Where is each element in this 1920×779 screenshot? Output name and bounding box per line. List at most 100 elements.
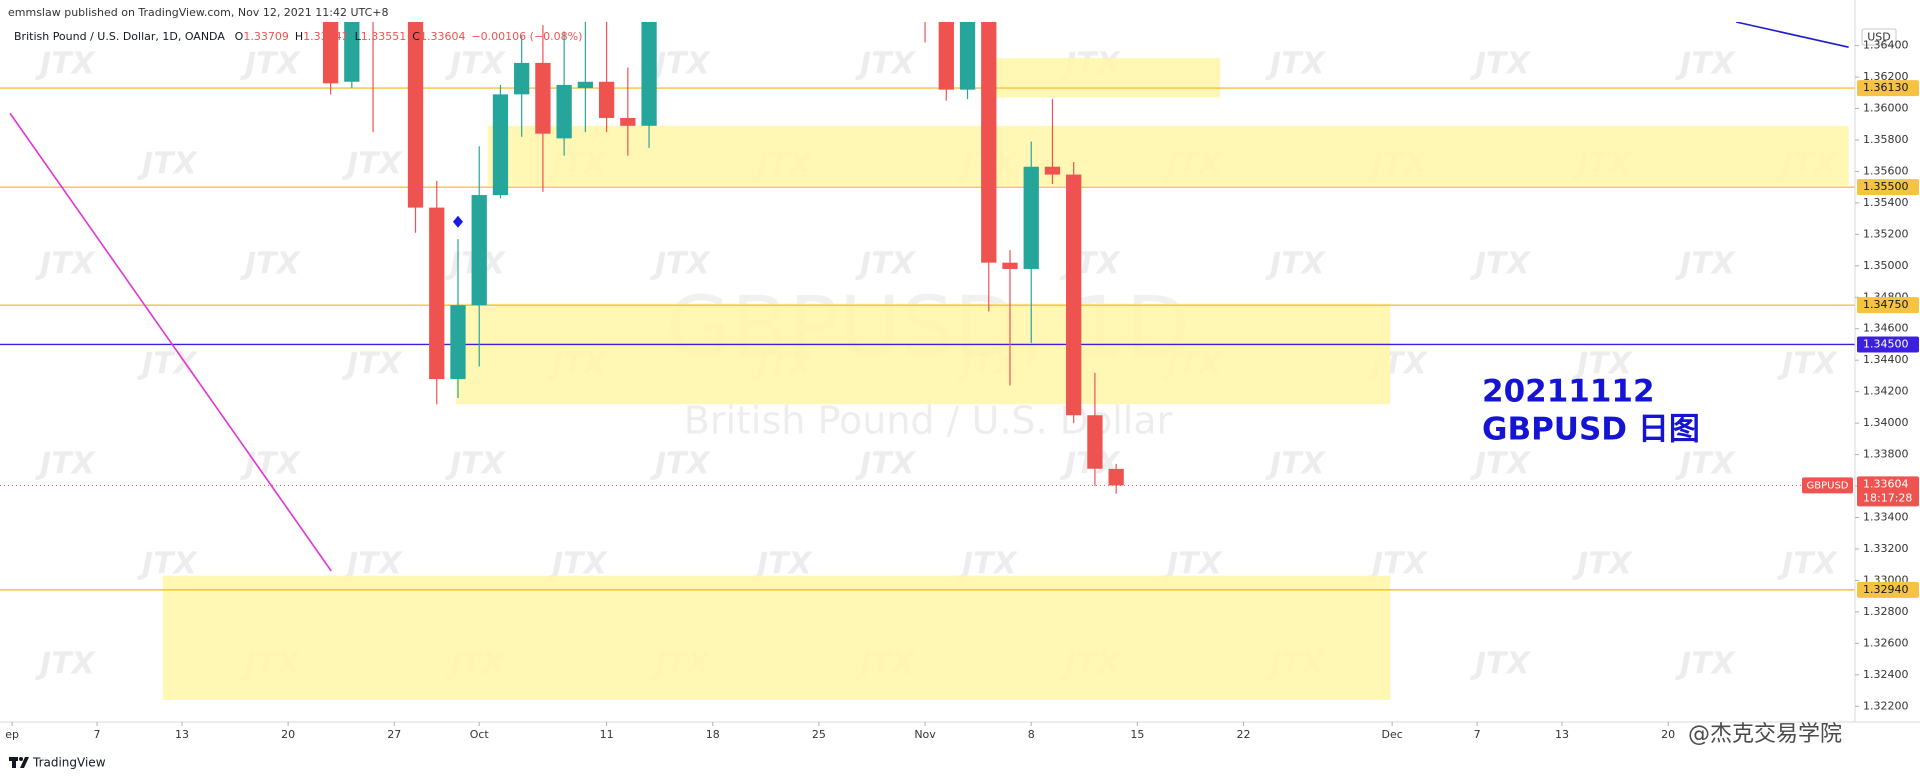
watermark: JTX [445, 47, 507, 82]
watermark: JTX [1572, 547, 1634, 582]
candle-body [1002, 262, 1018, 269]
x-tick-label: 7 [94, 728, 101, 741]
y-tick-label: 1.34200 [1863, 385, 1909, 398]
watermark: JTX [855, 447, 917, 482]
watermark: JTX [35, 47, 97, 82]
symbol-tag-box [1802, 477, 1853, 494]
candle-body [938, 22, 954, 90]
watermark: JTX [650, 247, 712, 282]
watermark: JTX [35, 247, 97, 282]
candle-body [598, 81, 615, 118]
x-tick-label: 20 [1661, 728, 1675, 741]
annotation: GBPUSD 日图 [1482, 412, 1700, 448]
x-tick-label: 11 [600, 728, 614, 741]
candle-body [322, 22, 339, 84]
candle-body [535, 62, 551, 134]
y-tick-label: 1.35600 [1863, 164, 1909, 177]
ohlc-value: 1.33709 [243, 30, 289, 43]
watermark: JTX [650, 447, 712, 482]
price-label-box [1857, 476, 1919, 507]
brand: TradingView [32, 756, 106, 770]
candle-body [1066, 174, 1082, 416]
watermark: JTX [137, 147, 199, 182]
watermark: JTX [35, 447, 97, 482]
watermark: JTX [855, 47, 917, 82]
y-tick-label: 1.32200 [1863, 699, 1909, 712]
watermark: JTX [1265, 47, 1327, 82]
x-tick-label: Nov [914, 728, 936, 741]
x-tick-label: 18 [706, 728, 720, 741]
candle-body [492, 94, 509, 196]
y-tick-label: 1.35200 [1863, 227, 1909, 240]
ohlc-value: 1.33741 [303, 30, 349, 43]
level-label: 1.36130 [1863, 81, 1909, 94]
watermark: JTX [1162, 547, 1224, 582]
x-tick-label: 7 [1474, 728, 1481, 741]
x-tick-label: 27 [387, 728, 401, 741]
zone [162, 575, 1391, 700]
symbol-tag: GBPUSD [1806, 480, 1848, 491]
watermark: JTX [240, 47, 302, 82]
watermark: JTX [137, 347, 199, 382]
ohlc-label: L [355, 30, 362, 43]
y-tick-label: 1.35400 [1863, 196, 1909, 209]
candle-body [407, 22, 424, 208]
candle-body [1108, 468, 1124, 486]
watermark: JTX [1367, 547, 1429, 582]
watermark: JTX [1572, 347, 1634, 382]
currency: USD [1867, 31, 1891, 44]
watermark: JTX [1470, 447, 1532, 482]
watermark: JTX [1265, 447, 1327, 482]
credit: @杰克交易学院 [1688, 722, 1842, 747]
trend-line [1735, 22, 1849, 48]
watermark: JTX [752, 547, 814, 582]
watermark: JTX [1470, 47, 1532, 82]
level-label: 1.35500 [1863, 180, 1909, 193]
level-label: 1.34500 [1863, 337, 1909, 350]
level-label-box [1857, 336, 1919, 353]
candle-body [577, 81, 594, 89]
y-tick-label: 1.35800 [1863, 133, 1909, 146]
y-tick-label: 1.34600 [1863, 322, 1909, 335]
y-tick-label: 1.33400 [1863, 511, 1909, 524]
candle-body [471, 195, 487, 306]
candle-body [959, 22, 976, 90]
candle-body [641, 22, 657, 126]
y-tick-label: 1.36400 [1863, 39, 1909, 52]
x-tick-label: 25 [812, 728, 826, 741]
watermark: JTX [1675, 247, 1737, 282]
zone [455, 303, 1391, 405]
watermark: JTX [342, 347, 404, 382]
title: British Pound / U.S. Dollar, 1D, OANDA [14, 30, 225, 43]
level-label-box [1857, 80, 1919, 97]
change: −0.00106 (−0.08%) [471, 30, 582, 43]
watermark: JTX [547, 547, 609, 582]
candle-body [1023, 166, 1039, 269]
ohlc-label: H [295, 30, 303, 43]
watermark: JTX [1470, 647, 1532, 682]
candle-body [1044, 166, 1061, 175]
y-tick-label: 1.32400 [1863, 668, 1909, 681]
candle-body [344, 22, 360, 82]
candle-body [429, 207, 445, 380]
level-label-box [1857, 581, 1919, 598]
ohlc-label: O [235, 30, 244, 43]
currency-box [1861, 28, 1897, 46]
level-label-box [1857, 179, 1919, 196]
y-tick-label: 1.33800 [1863, 448, 1909, 461]
x-tick-label: 13 [175, 728, 189, 741]
plot-area: GBPUSD, 1DBritish Pound / U.S. DollarJTX… [0, 22, 1855, 700]
y-tick-label: 1.33200 [1863, 542, 1909, 555]
y-tick-label: 1.36000 [1863, 102, 1909, 115]
price-label: 1.33604 [1863, 477, 1909, 490]
watermark: JTX [1265, 247, 1327, 282]
x-tick-label: ep [5, 728, 19, 741]
zone [995, 58, 1221, 98]
candle-body [1087, 415, 1103, 469]
watermark: JTX [1675, 47, 1737, 82]
watermark: JTX [240, 247, 302, 282]
watermark: JTX [342, 547, 404, 582]
level-label: 1.34750 [1863, 298, 1909, 311]
